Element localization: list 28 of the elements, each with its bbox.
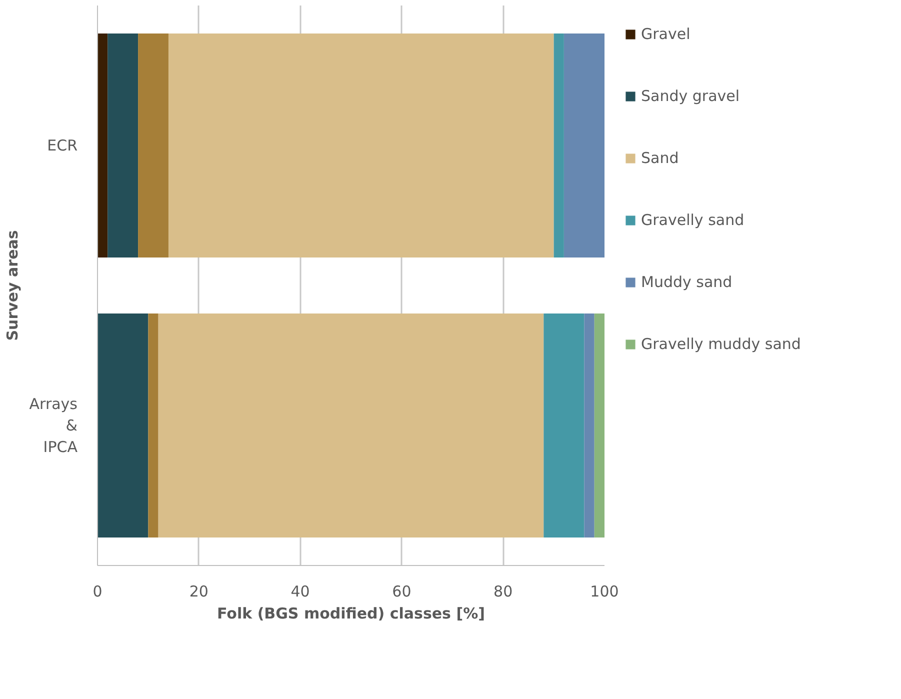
x-tick-label: 100 — [590, 582, 619, 600]
x-axis-title: Folk (BGS modified) classes [%] — [217, 604, 485, 622]
legend-label: Sandy gravel — [641, 87, 740, 105]
x-tick-label: 0 — [92, 582, 102, 600]
bar — [544, 314, 584, 538]
x-tick-label: 40 — [290, 582, 310, 600]
bar — [584, 314, 594, 538]
legend-label: Gravelly muddy sand — [641, 335, 801, 353]
legend-label: Gravelly sand — [641, 211, 744, 229]
bar — [148, 314, 158, 538]
legend-label: Muddy sand — [641, 273, 732, 291]
legend-label: Gravel — [641, 25, 690, 43]
bar — [168, 34, 554, 258]
legend-label: Sand — [641, 149, 679, 167]
bar — [554, 34, 564, 258]
y-tick-label: ECR — [47, 136, 78, 154]
bar — [158, 314, 544, 538]
x-tick-label: 80 — [494, 582, 513, 600]
bar — [108, 34, 138, 258]
x-tick-label: 60 — [392, 582, 412, 600]
bar — [98, 314, 148, 538]
bar — [564, 34, 604, 258]
bar — [98, 34, 108, 258]
x-tick-label: 20 — [189, 582, 208, 600]
y-tick-label: Arrays & IPCA — [29, 394, 78, 456]
y-axis-title: Survey areas — [3, 230, 22, 341]
bar — [594, 314, 604, 538]
bar — [138, 34, 168, 258]
